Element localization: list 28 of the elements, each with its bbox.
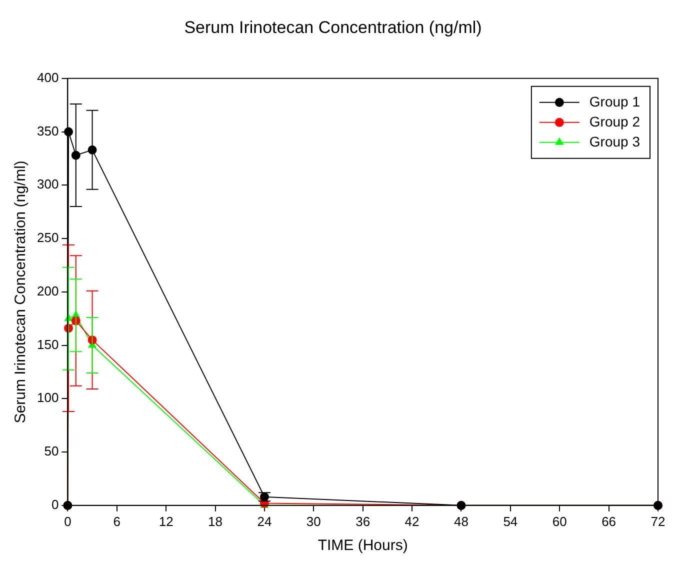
x-tick-label: 24 <box>257 514 272 529</box>
y-tick-label: 200 <box>36 283 59 298</box>
x-tick-label: 42 <box>404 514 420 529</box>
y-tick-label: 300 <box>36 176 59 192</box>
x-tick-label: 12 <box>158 514 174 529</box>
legend-label: Group 3 <box>589 133 640 150</box>
x-axis-title: TIME (Hours) <box>318 537 408 554</box>
x-tick-label: 36 <box>356 514 370 529</box>
x-tick-label: 54 <box>503 514 518 529</box>
x-tick-label: 18 <box>208 514 222 529</box>
y-tick-label: 0 <box>51 496 59 512</box>
x-tick-label: 60 <box>552 514 567 529</box>
x-tick-label: 6 <box>113 514 120 529</box>
x-tick-label: 30 <box>306 514 321 529</box>
y-tick-label: 350 <box>36 123 59 138</box>
x-tick-label: 66 <box>602 514 616 529</box>
chart-title: Serum Irinotecan Concentration (ng/ml) <box>184 18 482 37</box>
x-tick-label: 48 <box>454 514 468 529</box>
y-tick-label: 400 <box>36 70 59 85</box>
x-tick-label: 0 <box>64 514 72 529</box>
x-tick-label: 72 <box>650 514 666 529</box>
legend-label: Group 2 <box>589 113 640 130</box>
y-axis-title: Serum Irinotecan Concentration (ng/ml) <box>12 160 30 424</box>
legend-label: Group 1 <box>589 93 640 110</box>
y-tick-label: 250 <box>36 230 59 246</box>
y-tick-label: 150 <box>36 336 59 352</box>
y-tick-label: 50 <box>44 444 59 459</box>
y-tick-label: 100 <box>36 390 59 406</box>
